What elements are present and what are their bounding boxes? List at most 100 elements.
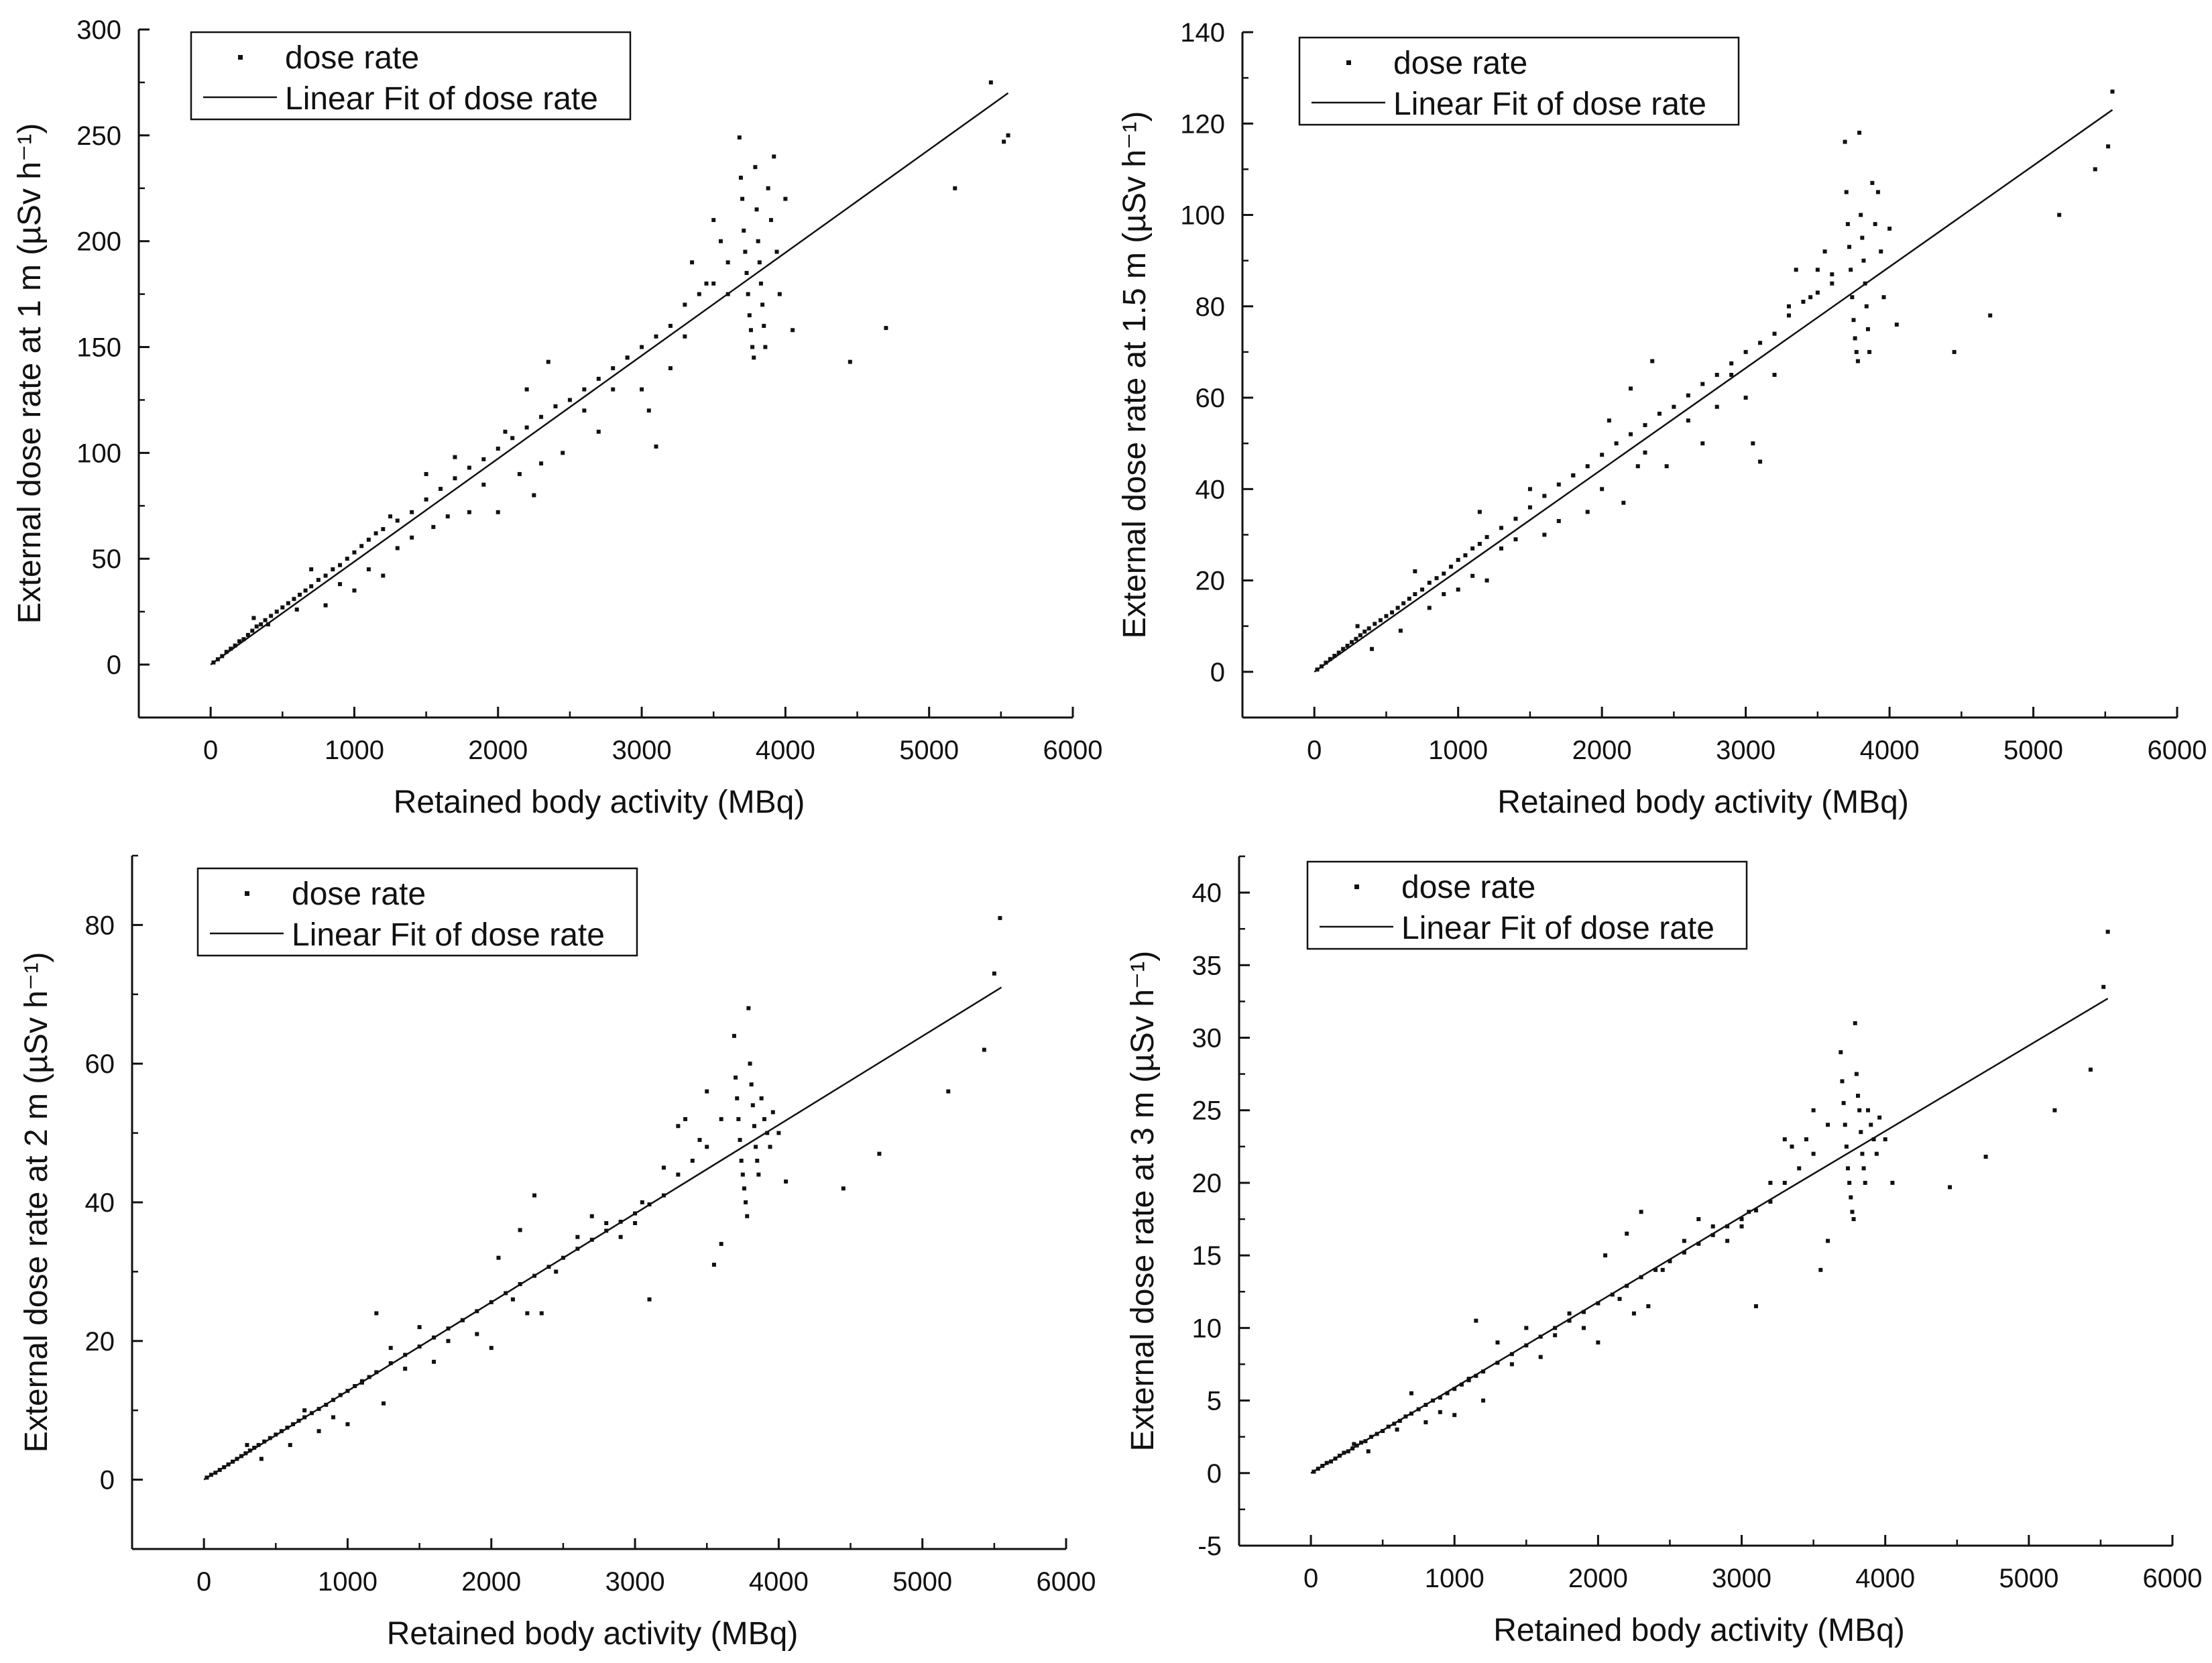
chart-4-data-point (1567, 1318, 1572, 1323)
chart-4-data-point (1844, 1144, 1849, 1149)
chart-3-data-point (735, 1096, 740, 1100)
chart-1-data-point (740, 196, 745, 201)
chart-1-data-point (323, 573, 328, 578)
chart-4-y-tick-label: -5 (1198, 1532, 1222, 1561)
chart-1-data-point (453, 455, 457, 459)
chart-4-data-point (1710, 1224, 1715, 1228)
chart-2-data-point (1355, 624, 1360, 628)
chart-3-data-point (877, 1151, 882, 1156)
chart-3-data-point (525, 1311, 530, 1316)
chart-1-data-point (539, 461, 544, 466)
chart-1-data-point (467, 465, 471, 470)
chart-1-data-point (725, 260, 730, 265)
chart-3-x-tick-label: 6000 (1037, 1567, 1096, 1597)
chart-2-data-point (1542, 494, 1547, 498)
chart-2-legend-label-points: dose rate (1393, 46, 1527, 81)
chart-1-x-tick-label: 1000 (325, 736, 384, 765)
chart-1-data-point (553, 404, 558, 408)
chart-4-data-point (1553, 1333, 1558, 1338)
chart-4-data-point (2105, 929, 2110, 934)
chart-4-legend-label-fit: Linear Fit of dose rate (1401, 911, 1714, 946)
chart-3-data-point (697, 1137, 702, 1142)
chart-2-data-point (2057, 213, 2062, 217)
chart-2-data-point (1844, 190, 1849, 194)
chart-2-data-point (2110, 89, 2115, 94)
chart-3-data-point (841, 1186, 846, 1191)
chart-1-data-point (766, 186, 770, 190)
chart-1-data-point (331, 567, 335, 572)
chart-4-data-point (1854, 1072, 1859, 1076)
chart-1-data-point (611, 366, 616, 371)
chart-1-data-point (453, 476, 457, 481)
chart-2-data-point (1442, 592, 1446, 597)
chart-2-data-point (1729, 361, 1734, 365)
chart-1-data-point (224, 650, 229, 654)
chart-4-data-point (1790, 1144, 1794, 1149)
chart-2-data-point (1324, 661, 1328, 665)
chart-2-data-point (1542, 532, 1547, 537)
chart-3-data-point (633, 1221, 638, 1226)
chart-2-x-tick-label: 4000 (1860, 736, 1920, 765)
chart-1-legend-point-marker (238, 55, 243, 60)
chart-1-data-point (445, 514, 450, 519)
chart-3-data-point (575, 1235, 580, 1239)
chart-3-data-point (647, 1297, 652, 1302)
chart-3-x-tick-label: 3000 (605, 1567, 665, 1597)
chart-2-data-point (1600, 487, 1605, 492)
chart-3-data-point (768, 1145, 772, 1149)
chart-1-data-point (1002, 139, 1006, 144)
chart-4-x-tick-label: 5000 (1999, 1564, 2058, 1593)
chart-4-data-point (1861, 1166, 1866, 1171)
chart-2-data-point (1354, 636, 1358, 641)
chart-4-data-point (1782, 1180, 1787, 1185)
chart-3-data-point (719, 1242, 723, 1247)
chart-4-data-point (1631, 1311, 1636, 1316)
chart-1-data-point (783, 196, 788, 201)
chart-1-data-point (743, 249, 748, 254)
chart-1-y-tick-label: 250 (76, 121, 121, 151)
chart-2-data-point (1786, 304, 1791, 308)
chart-1-data-point (309, 584, 314, 589)
chart-3-data-point (762, 1116, 766, 1121)
chart-1-x-tick-label: 4000 (756, 736, 815, 765)
chart-2-data-point (1442, 571, 1446, 576)
chart-2-data-point (1855, 359, 1860, 363)
chart-2-data-point (1513, 537, 1518, 542)
chart-4-data-point (1850, 1210, 1855, 1214)
chart-1-data-point (424, 471, 428, 476)
chart-1-data-point (1006, 133, 1010, 137)
chart-4-data-point (1871, 1137, 1876, 1142)
chart-2-data-point (1815, 290, 1820, 295)
chart-2-data-point (1700, 382, 1705, 386)
chart-1-data-point (237, 639, 242, 644)
chart-3-data-point (432, 1359, 436, 1364)
chart-3-data-point (683, 1116, 688, 1121)
chart-3-data-point (331, 1415, 336, 1420)
chart-3-data-point (661, 1165, 666, 1170)
chart-3-y-tick-label: 60 (85, 1049, 115, 1079)
chart-4-data-point (1890, 1180, 1895, 1185)
chart-4-data-point (1841, 1100, 1846, 1105)
chart-2-data-point (1470, 573, 1475, 578)
chart-3-data-point (589, 1214, 594, 1218)
chart-4-data-point (1826, 1123, 1830, 1127)
chart-4-data-point (1739, 1224, 1744, 1228)
chart-1-data-point (467, 510, 471, 514)
chart-2-data-point (1629, 432, 1633, 437)
chart-3-data-point (382, 1401, 386, 1406)
chart-1-data-point (303, 588, 308, 593)
chart-1-data-point (762, 323, 766, 328)
chart-1-data-point (373, 531, 378, 536)
chart-2-data-point (1879, 249, 1883, 254)
chart-2-x-tick-label: 0 (1307, 736, 1322, 765)
chart-1-data-point (323, 603, 328, 608)
chart-4-y-axis-title: External dose rate at 3 m (µSv h⁻¹) (1125, 951, 1161, 1452)
chart-4-data-point (1826, 1239, 1830, 1243)
chart-1-data-point (697, 292, 701, 296)
chart-2-data-point (1686, 393, 1690, 398)
chart-4-data-point (1725, 1224, 1730, 1228)
chart-2-data-point (1420, 587, 1425, 592)
chart-2-data-point (1881, 295, 1886, 300)
chart-2-fit-line (1314, 109, 2113, 673)
chart-1-y-tick-label: 100 (76, 439, 121, 468)
